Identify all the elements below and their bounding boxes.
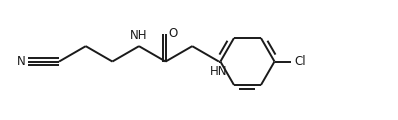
Text: Cl: Cl: [294, 55, 306, 68]
Text: O: O: [168, 27, 178, 40]
Text: NH: NH: [130, 30, 148, 42]
Text: N: N: [17, 55, 26, 68]
Text: HN: HN: [210, 65, 228, 78]
